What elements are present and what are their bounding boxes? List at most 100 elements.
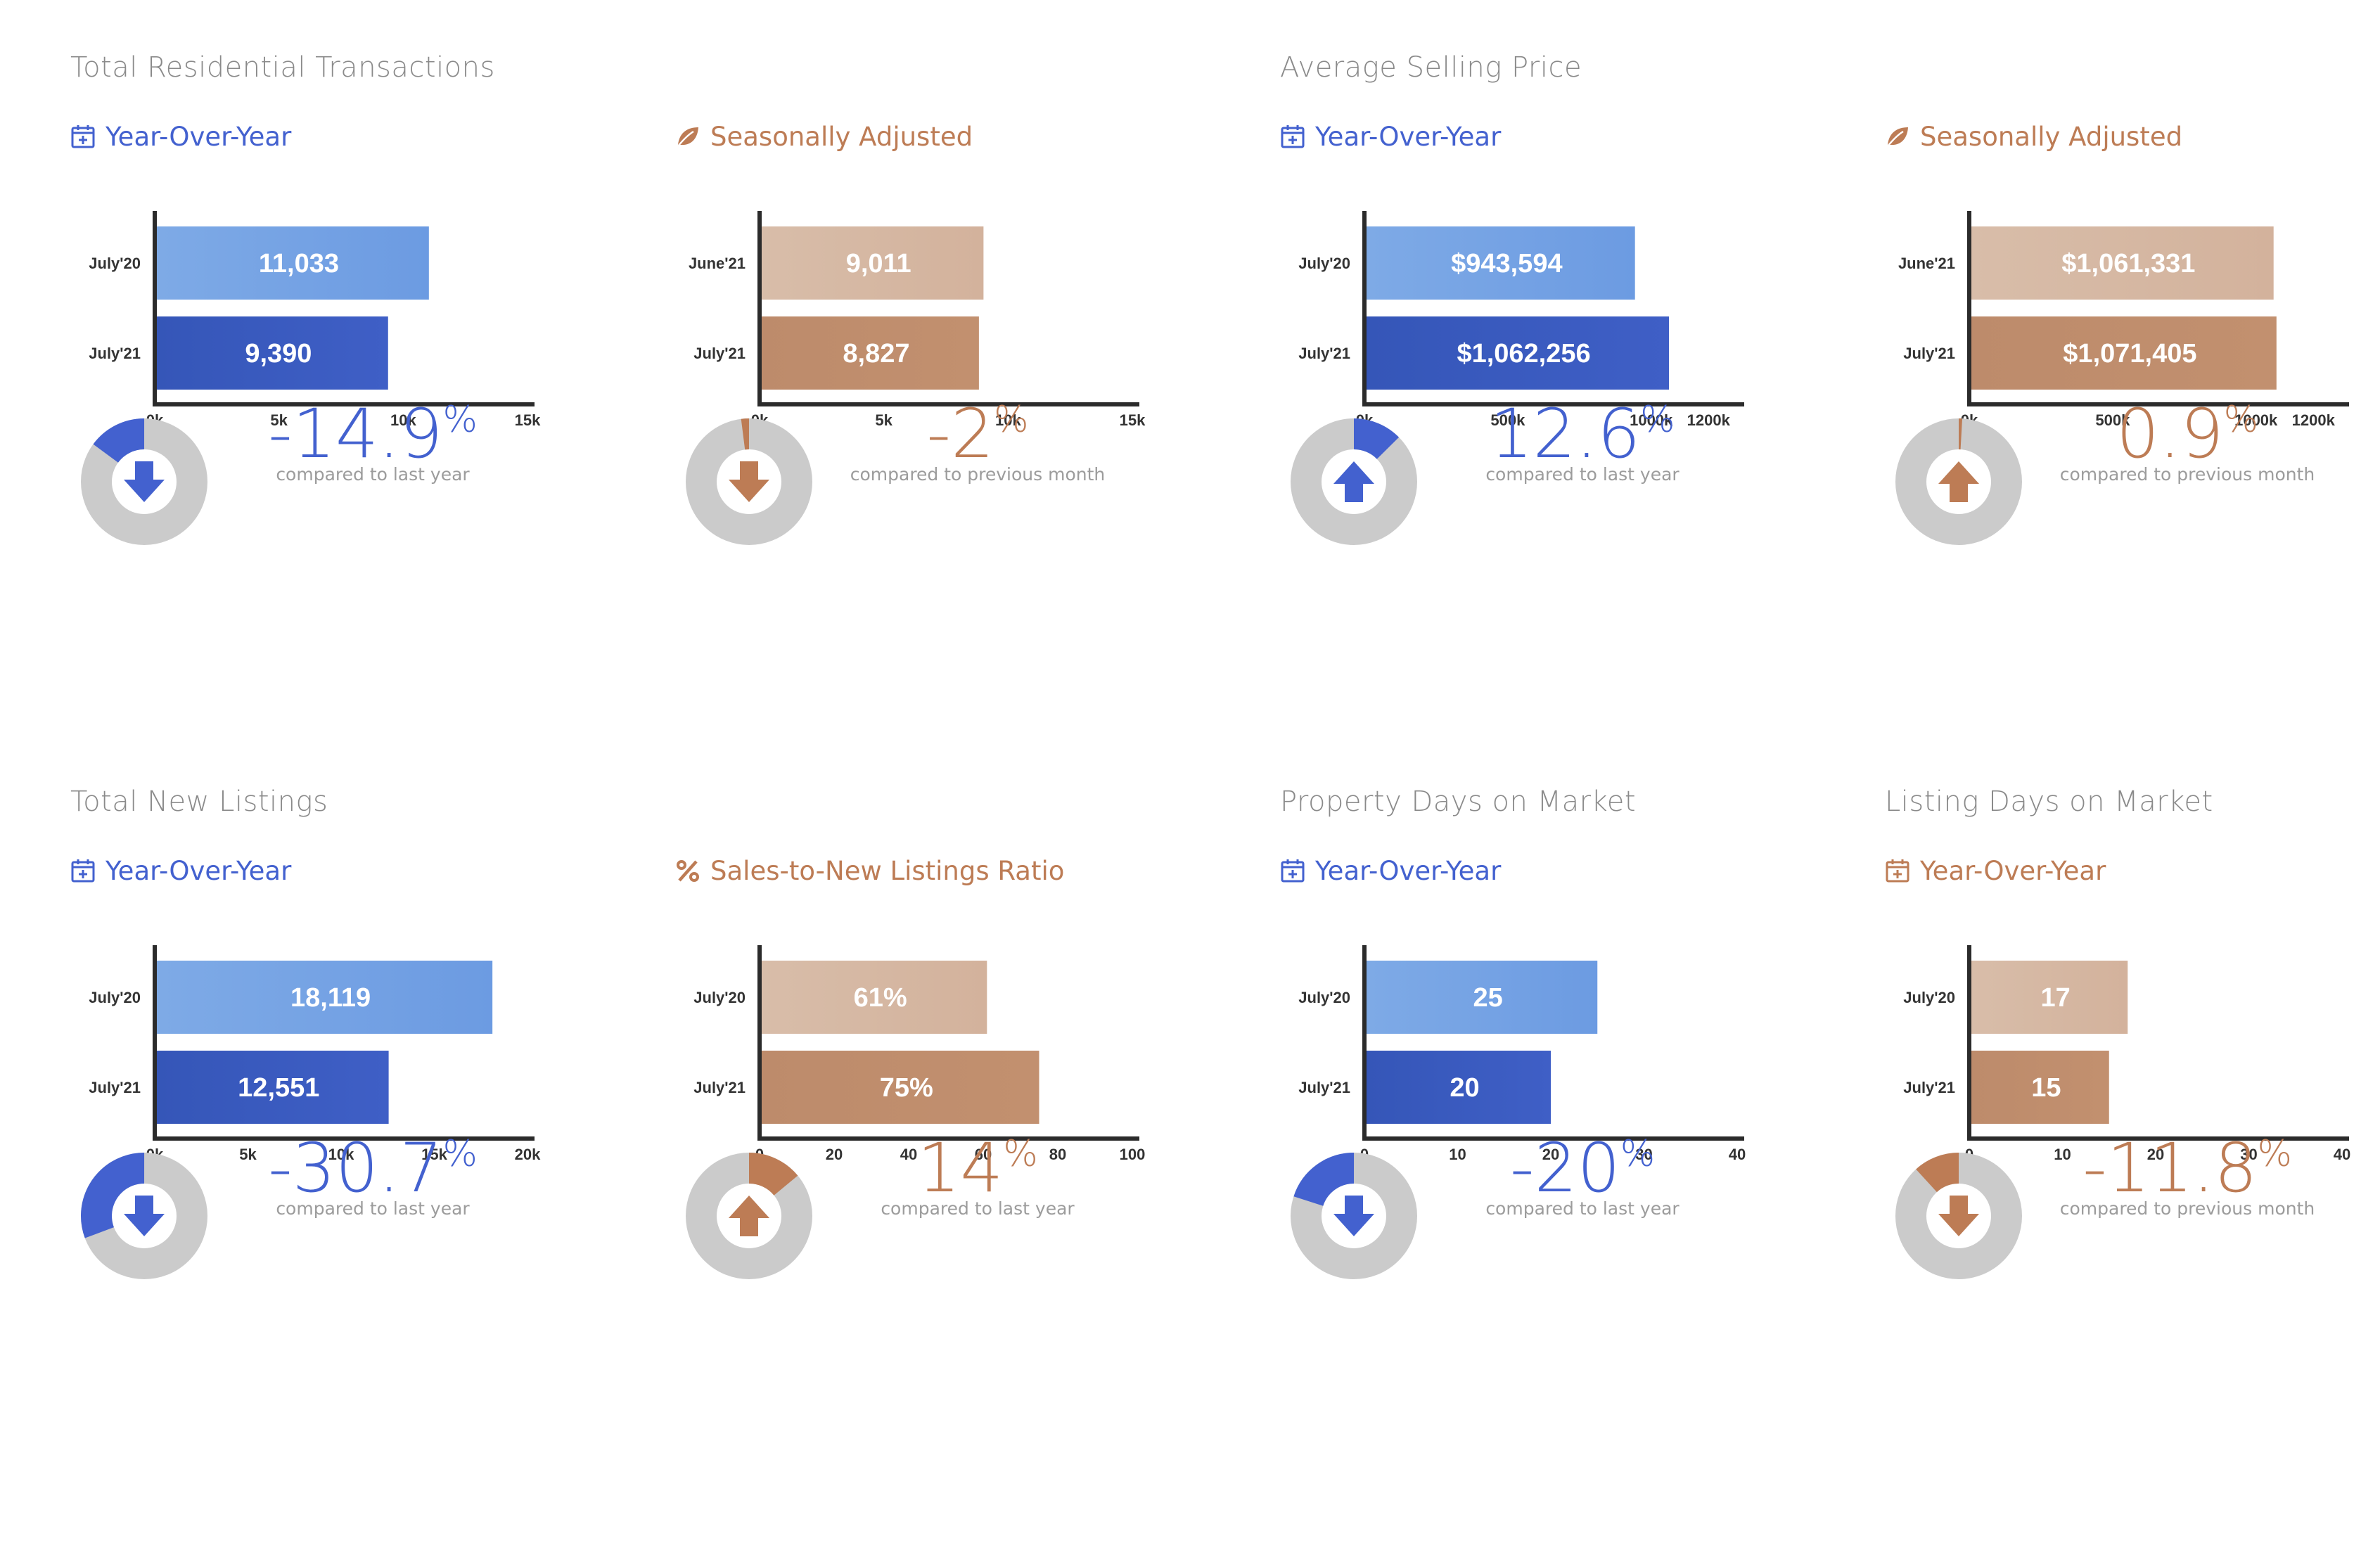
arrow-down-icon (1938, 1196, 1979, 1236)
change-donut (81, 1153, 207, 1279)
calendar-icon (70, 124, 96, 149)
leaf-icon (1885, 124, 1910, 149)
change-summary: -11.8% compared to previous month (2040, 1129, 2335, 1219)
panel-subtitle-label: Year-Over-Year (1315, 855, 1502, 886)
tick-label: 40 (900, 1146, 917, 1163)
arrow-up-icon (1938, 461, 1979, 502)
change-caption: compared to last year (881, 1198, 1075, 1219)
bar-1 (157, 316, 388, 390)
bar-0 (157, 961, 493, 1034)
panel-listing-dom-yoy: Year-Over-Year July'20 17 July'21 15 0 10 20 30 4… (1885, 854, 2380, 1557)
tick-label: 100 (1120, 1146, 1146, 1163)
tick-label: 20 (826, 1146, 843, 1163)
panel-subtitle: Seasonally Adjusted (675, 120, 973, 153)
panel-new-listings-yoy: Year-Over-Year July'20 18,119 July'21 12,551… (70, 854, 633, 1557)
section-title-total-new-listings: Total New Listings (70, 786, 328, 818)
data-label: 17 (2040, 983, 2070, 1013)
change-value: -20 (1509, 1129, 1620, 1207)
change-summary: -2% compared to previous month (830, 395, 1125, 485)
bar-1 (1971, 316, 2277, 390)
data-label: 18,119 (290, 983, 371, 1013)
panel-subtitle-label: Year-Over-Year (105, 121, 292, 152)
category-label: July'21 (89, 345, 141, 362)
category-label: July'20 (1298, 989, 1350, 1006)
section-title-total-residential-transactions: Total Residential Transactions (70, 51, 495, 84)
calendar-icon (1885, 858, 1910, 883)
bar-1 (1367, 316, 1670, 390)
tick-label: 10k (328, 1146, 354, 1163)
section-title-property-days-on-market: Property Days on Market (1280, 786, 1637, 818)
category-label: July'21 (89, 1079, 141, 1096)
category-label: July'21 (693, 345, 746, 362)
panel-sales-to-new-listings-ratio: Sales-to-New Listings Ratio July'20 61% Jul… (675, 854, 1238, 1557)
bar-0 (762, 961, 987, 1034)
arrow-down-icon (124, 1196, 165, 1236)
bar-0 (157, 226, 429, 300)
category-label: July'21 (1903, 1079, 1955, 1096)
panel-subtitle: Year-Over-Year (70, 120, 291, 153)
percent-symbol: % (442, 1133, 478, 1175)
bar-1 (1971, 1051, 2109, 1124)
panel-subtitle-label: Sales-to-New Listings Ratio (710, 855, 1065, 886)
bar-1 (1367, 1051, 1551, 1124)
change-value: 0.9 (2116, 395, 2224, 473)
data-label: 12,551 (238, 1073, 319, 1103)
arrow-down-icon (729, 461, 769, 502)
data-label: 15 (2031, 1073, 2061, 1103)
bar-1 (762, 1051, 1039, 1124)
tick-label: 20 (1542, 1146, 1559, 1163)
tick-label: 15k (421, 1146, 447, 1163)
panel-subtitle: Year-Over-Year (1885, 854, 2106, 888)
change-caption: compared to last year (1485, 1198, 1680, 1219)
change-donut (686, 1153, 812, 1279)
change-value: -11.8 (2082, 1129, 2258, 1207)
tick-label: 1200k (1687, 411, 1731, 429)
tick-label: 1000k (2234, 411, 2278, 429)
data-label: $1,062,256 (1457, 339, 1590, 369)
change-summary: -20% compared to last year (1435, 1129, 1730, 1219)
category-label: July'20 (89, 255, 141, 272)
panel-subtitle-label: Seasonally Adjusted (710, 121, 973, 152)
category-label: July'21 (1903, 345, 1955, 362)
change-caption: compared to last year (1485, 464, 1680, 485)
change-summary: 14% compared to last year (830, 1129, 1125, 1219)
tick-label: 40 (1729, 1146, 1746, 1163)
arrow-up-icon (1333, 461, 1374, 502)
data-label: 20 (1450, 1073, 1479, 1103)
tick-label: 10 (2054, 1146, 2071, 1163)
donut-segment (1291, 418, 1417, 545)
tick-label: 20k (515, 1146, 541, 1163)
change-donut (1291, 418, 1417, 545)
tick-label: 10 (1449, 1146, 1466, 1163)
percent-symbol: % (2257, 1133, 2292, 1175)
bar-1 (157, 1051, 389, 1124)
panel-subtitle: Year-Over-Year (70, 854, 291, 888)
change-caption: compared to previous month (2059, 1198, 2315, 1219)
tick-label: 15k (1120, 411, 1146, 429)
category-label: July'21 (1298, 1079, 1350, 1096)
panel-subtitle: Sales-to-New Listings Ratio (675, 854, 1064, 888)
data-label: $1,061,331 (2061, 249, 2195, 278)
data-label: 25 (1473, 983, 1502, 1013)
bar-0 (1367, 961, 1598, 1034)
category-label: June'21 (689, 255, 746, 272)
panel-subtitle-label: Seasonally Adjusted (1920, 121, 2183, 152)
panel-subtitle-label: Year-Over-Year (1315, 121, 1502, 152)
change-value: -2 (926, 395, 994, 473)
category-label: June'21 (1898, 255, 1955, 272)
bar-0 (1367, 226, 1635, 300)
change-summary: -30.7% compared to last year (225, 1129, 520, 1219)
change-value: 14 (917, 1129, 1004, 1207)
calendar-icon (1280, 124, 1305, 149)
panel-property-dom-yoy: Year-Over-Year July'20 25 July'21 20 0 10 20 30 4… (1280, 854, 1843, 1557)
data-label: 61% (854, 983, 907, 1013)
panel-subtitle: Seasonally Adjusted (1885, 120, 2182, 153)
panel-subtitle: Year-Over-Year (1280, 120, 1501, 153)
category-label: July'21 (693, 1079, 746, 1096)
data-label: 75% (880, 1073, 933, 1103)
donut-segment (1895, 1153, 2022, 1279)
